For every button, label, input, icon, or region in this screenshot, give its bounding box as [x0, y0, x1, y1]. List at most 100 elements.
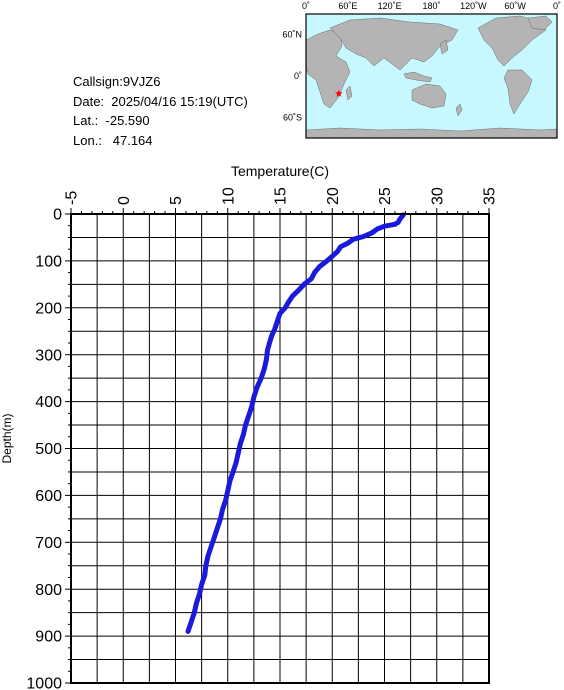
- data-point: [205, 554, 211, 559]
- data-point: [262, 366, 267, 371]
- x-tick-label: -5: [64, 191, 81, 205]
- x-tick-label: 5: [168, 196, 185, 205]
- data-point: [223, 497, 228, 503]
- map-land-madagascar: [345, 85, 353, 101]
- map-frame: [305, 13, 558, 139]
- data-point: [202, 572, 207, 578]
- date-label: Date: 2025/04/16 15:19(UTC): [73, 93, 248, 109]
- data-point: [361, 234, 366, 239]
- data-point: [208, 544, 214, 550]
- map-lon-label: 120˚E: [378, 1, 402, 11]
- map-land-australia: [411, 83, 447, 109]
- series-layer: [185, 212, 406, 634]
- data-point: [272, 326, 277, 332]
- data-point: [236, 451, 241, 456]
- map-lon-label: 60˚E: [338, 1, 357, 11]
- y-tick-label: 200: [35, 300, 62, 317]
- data-point: [395, 220, 401, 225]
- data-point: [233, 460, 239, 465]
- data-point: [243, 422, 248, 428]
- data-point: [215, 526, 220, 531]
- map-land-new-zealand: [455, 103, 463, 117]
- x-tick-label: 35: [482, 187, 499, 205]
- data-point: [283, 305, 288, 310]
- data-point: [338, 244, 343, 249]
- data-point: [230, 469, 236, 475]
- map-marker-layer: [335, 89, 343, 97]
- data-point: [286, 300, 291, 305]
- chart-grid: [70, 213, 490, 684]
- plot-frame: [70, 213, 490, 684]
- chart-ticks: [65, 208, 490, 684]
- x-tick-labels: -5 0 5 10 15 20 25 30 35: [64, 187, 499, 205]
- data-point: [275, 317, 281, 322]
- data-point: [241, 432, 246, 437]
- x-tick-label: 25: [377, 187, 394, 205]
- data-point: [301, 282, 307, 287]
- data-point: [267, 340, 272, 346]
- y-tick-label: 500: [35, 441, 62, 458]
- data-point: [194, 601, 199, 606]
- x-tick-label: 10: [220, 187, 237, 205]
- map-landmasses: [305, 15, 558, 139]
- data-point: [238, 441, 243, 446]
- latitude-label: Lat.: -25.590: [73, 113, 150, 128]
- y-tick-label: 600: [35, 488, 62, 505]
- data-point: [218, 516, 223, 522]
- data-point: [277, 311, 283, 316]
- data-point: [189, 619, 194, 625]
- y-tick-label: 300: [35, 347, 62, 364]
- y-tick-label: 700: [35, 535, 62, 552]
- data-point: [251, 394, 257, 400]
- map-lat-label: 0˚: [294, 71, 302, 81]
- x-tick-label: 30: [429, 187, 446, 205]
- map-lon-label: 60˚W: [504, 1, 526, 11]
- station-marker-star: [335, 89, 343, 97]
- data-point: [317, 264, 322, 269]
- data-point: [330, 254, 335, 259]
- map-land-japan: [439, 39, 449, 55]
- longitude-label: Lon.: 47.164: [73, 132, 153, 148]
- map-lon-label: 120˚W: [460, 1, 487, 11]
- data-point: [225, 488, 230, 493]
- y-tick-label: 900: [35, 629, 62, 646]
- y-tick-labels: 0 100 200 300 400 500 600 700 800 900 1000: [26, 207, 62, 690]
- data-point: [392, 222, 398, 227]
- data-point: [264, 357, 269, 362]
- x-tick-label: 15: [273, 187, 290, 205]
- map-land-greenland: [527, 15, 553, 31]
- data-point: [220, 507, 225, 512]
- data-point: [265, 347, 270, 353]
- map-axis-labels: 0˚ 60˚E 120˚E 180˚ 120˚W 60˚W 0˚ 60˚N 0˚ 60˚S: [282, 1, 561, 122]
- data-point: [335, 249, 340, 254]
- data-point: [249, 404, 254, 409]
- data-point: [259, 375, 264, 381]
- map-land-indonesia: [403, 71, 433, 83]
- data-point: [254, 385, 260, 390]
- data-point: [309, 276, 314, 281]
- x-tick-label: 20: [325, 187, 342, 205]
- data-point: [227, 479, 232, 484]
- data-point: [203, 563, 208, 568]
- y-tick-label: 400: [35, 394, 62, 411]
- data-point: [345, 240, 351, 246]
- y-tick-label: 100: [35, 254, 62, 271]
- map-lat-label: 60˚N: [282, 30, 302, 40]
- y-axis-label: Depth(m): [0, 413, 14, 463]
- x-tick-label: 0: [116, 196, 133, 205]
- map-land-north-america: [477, 15, 547, 67]
- data-point: [290, 293, 295, 299]
- y-tick-label: 800: [35, 582, 62, 599]
- data-point: [246, 413, 251, 418]
- data-point: [199, 582, 204, 587]
- map-lon-label: 180˚: [422, 1, 440, 11]
- data-point: [369, 230, 375, 235]
- data-point: [296, 287, 301, 293]
- callsign-label: Callsign:9VJZ6: [73, 74, 161, 89]
- y-tick-label: 0: [53, 207, 62, 224]
- y-tick-label: 1000: [26, 676, 62, 690]
- x-axis-label: Temperature(C): [231, 163, 329, 179]
- data-point: [212, 535, 217, 540]
- map-land-asia: [329, 17, 459, 71]
- temperature-profile-line: [185, 212, 406, 634]
